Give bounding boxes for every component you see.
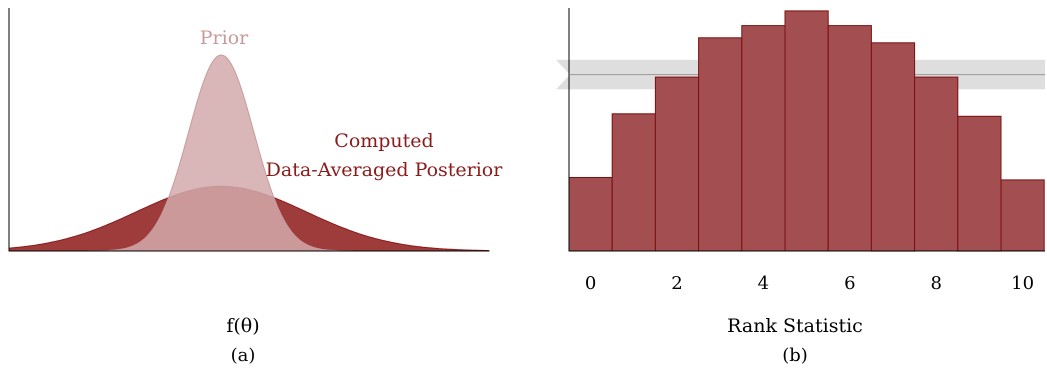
bar-rank-0	[568, 177, 613, 252]
posterior-annotation-line1: Computed	[334, 130, 433, 152]
panel-a-areas	[8, 54, 490, 252]
bar-rank-2	[654, 76, 700, 252]
panel-b-ticks: 0 2 4 6 8 10	[585, 273, 1034, 294]
bar-rank-10	[1000, 179, 1045, 252]
bar-rank-3	[698, 37, 743, 252]
x-tick-2: 2	[671, 273, 682, 294]
panel-b-bars	[568, 10, 1045, 252]
panel-b: 0 2 4 6 8 10 Rank Statistic (b)	[556, 8, 1045, 366]
bar-rank-7	[870, 42, 916, 252]
panel-b-x-label: Rank Statistic	[727, 315, 863, 337]
x-tick-4: 4	[758, 273, 769, 294]
prior-annotation: Prior	[200, 27, 249, 49]
panel-a-caption: (a)	[231, 345, 256, 366]
bar-rank-8	[914, 76, 959, 252]
panel-a: Prior Computed Data-Averaged Posterior f…	[8, 8, 504, 366]
bar-rank-9	[957, 115, 1002, 252]
x-tick-6: 6	[844, 273, 855, 294]
bar-rank-1	[611, 113, 656, 252]
panel-a-x-label: f(θ)	[226, 315, 259, 337]
bar-rank-4	[741, 25, 786, 252]
prior-area	[9, 54, 489, 252]
posterior-annotation-line2: Data-Averaged Posterior	[266, 159, 504, 181]
bar-rank-6	[827, 25, 872, 252]
bar-rank-5	[784, 10, 829, 252]
x-tick-8: 8	[930, 273, 941, 294]
x-tick-10: 10	[1011, 273, 1034, 294]
panel-b-caption: (b)	[782, 345, 808, 366]
x-tick-0: 0	[585, 273, 596, 294]
